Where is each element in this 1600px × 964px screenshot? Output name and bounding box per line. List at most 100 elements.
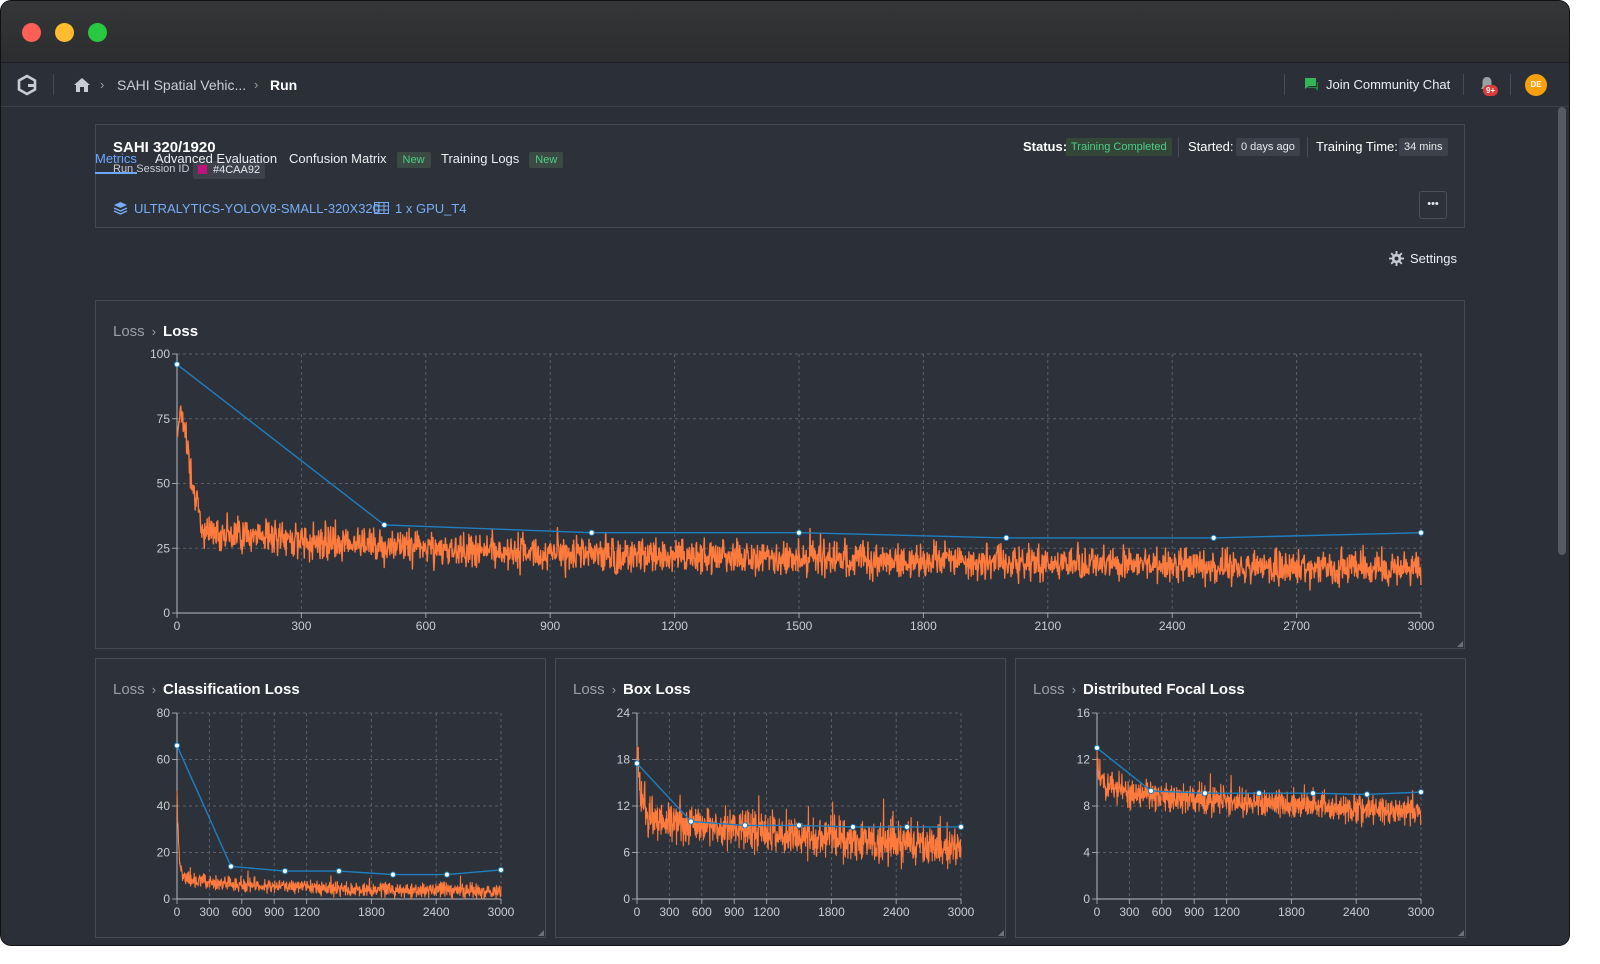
tab-training-logs[interactable]: Training Logs New [441,151,564,168]
smoothed-data-point [281,868,289,875]
x-tick-label: 1200 [661,619,688,633]
x-tick-label: 0 [1094,905,1101,919]
smoothed-data-point [443,871,451,878]
x-tick-label: 300 [291,619,311,633]
breadcrumb-project[interactable]: SAHI Spatial Vehic... [117,76,247,93]
smoothed-data-point [795,529,803,536]
notifications-button[interactable]: 9+ [1479,63,1499,106]
gpu-info: 1 x GPU_T4 [374,201,467,216]
x-tick-label: 2100 [1034,619,1061,633]
smoothed-data-point [381,521,388,529]
smoothed-data-point [957,823,965,831]
new-badge: New [529,152,564,168]
x-tick-label: 900 [1184,905,1204,919]
y-tick-label: 20 [157,846,171,860]
join-community-button[interactable]: Join Community Chat [1303,63,1450,106]
session-color-swatch [198,165,207,174]
y-tick-label: 0 [1083,892,1090,906]
x-tick-label: 600 [1152,905,1172,919]
settings-button[interactable]: Settings [1389,251,1457,266]
y-tick-label: 100 [150,347,170,361]
x-tick-label: 2400 [423,905,450,919]
started-label: Started: [1188,139,1234,154]
tab-confusion-matrix[interactable]: Confusion Matrix New [289,151,431,168]
resize-handle-icon [998,930,1004,936]
chart-title: Box Loss [623,681,691,698]
smoothed-data-point [173,742,181,749]
raw-loss-series-line [176,405,1422,591]
chevron-right-icon: › [1071,682,1077,697]
smoothed-data-point [1147,787,1155,794]
loss-chart-card: Loss › Loss 0 300 600 900 1200 1500 1800 2100 2400… [95,300,1465,649]
x-tick-label: 0 [174,905,181,919]
x-tick-label: 1800 [358,905,385,919]
new-badge: New [396,152,431,168]
x-tick-label: 600 [416,619,436,633]
smoothed-loss-series-line [636,762,961,828]
x-tick-label: 0 [634,905,641,919]
tab-confusion-matrix-label: Confusion Matrix [289,151,387,166]
x-tick-label: 2700 [1283,619,1310,633]
smoothed-data-point [687,818,695,825]
distributed-focal-loss-chart[interactable]: 0 300 600 900 1200 1800 2400 3000 0 4 8 12 16 [1016,659,1467,939]
x-tick-label: 3000 [488,905,515,919]
status-label: Status: [1023,139,1068,154]
smoothed-data-point [588,529,595,536]
resize-handle-icon [1458,930,1464,936]
classification-loss-chart[interactable]: 0 300 600 900 1200 1800 2400 3000 0 20 40 60 80 [96,659,547,939]
settings-label: Settings [1410,251,1457,266]
y-tick-label: 25 [157,541,171,555]
smoothed-data-point [1093,744,1101,751]
resize-handle-icon [1457,641,1463,647]
smoothed-data-point [849,823,857,831]
chart-title: Loss [163,323,199,340]
chart-title: Classification Loss [163,681,300,698]
app-logo[interactable] [16,63,38,106]
user-avatar[interactable]: DE [1525,63,1547,106]
x-tick-label: 2400 [883,905,910,919]
tab-metrics[interactable]: Metrics [95,151,137,174]
smoothed-data-point [1255,790,1263,797]
x-tick-label: 1200 [293,905,320,919]
y-tick-label: 6 [623,846,630,860]
home-icon[interactable] [73,63,91,106]
table-grid-icon [374,202,389,214]
x-tick-label: 2400 [1343,905,1370,919]
chart-breadcrumb: Loss › Box Loss [573,681,691,698]
chevron-right-icon: › [100,77,105,92]
run-session-id-tag[interactable]: #4CAA92 [193,160,266,179]
smoothed-data-point [1417,788,1425,796]
y-tick-label: 12 [1077,753,1091,767]
chart-breadcrumb-parent: Loss [1033,681,1065,698]
x-tick-label: 3000 [1408,619,1435,633]
model-link[interactable]: ULTRALYTICS-YOLOV8-SMALL-320X320 [113,201,380,216]
gpu-label: 1 x GPU_T4 [395,201,467,216]
more-options-button[interactable]: ••• [1419,191,1447,219]
x-tick-label: 0 [174,619,181,633]
started-value: 0 days ago [1236,137,1300,156]
x-tick-label: 300 [659,905,679,919]
raw-loss-series-line [176,791,502,900]
close-window-button[interactable] [22,23,41,42]
box-loss-chart[interactable]: 0 300 600 900 1200 1800 2400 3000 0 6 12 18 24 [556,659,1007,939]
window-titlebar [1,1,1569,63]
chart-breadcrumb: Loss › Classification Loss [113,681,300,698]
x-tick-label: 1200 [753,905,780,919]
y-tick-label: 12 [617,799,631,813]
tab-advanced-evaluation-label: Advanced Evaluation [155,151,278,166]
smoothed-data-point [1309,790,1317,797]
model-name: ULTRALYTICS-YOLOV8-SMALL-320X320 [134,201,380,216]
notification-badge: 9+ [1483,85,1499,96]
minimize-window-button[interactable] [55,23,74,42]
smoothed-data-point [1201,790,1209,797]
x-tick-label: 1800 [910,619,937,633]
x-tick-label: 3000 [1408,905,1435,919]
smoothed-data-point [227,863,235,870]
page-scrollbar[interactable] [1558,107,1566,555]
loss-chart[interactable]: 0 300 600 900 1200 1500 1800 2100 2400 2700 3000 0 2… [96,301,1466,650]
tab-advanced-evaluation[interactable]: Advanced Evaluation [155,151,277,166]
avatar-initials: DE [1530,80,1542,89]
y-tick-label: 16 [1077,706,1091,720]
maximize-window-button[interactable] [88,23,107,42]
x-tick-label: 1200 [1213,905,1240,919]
